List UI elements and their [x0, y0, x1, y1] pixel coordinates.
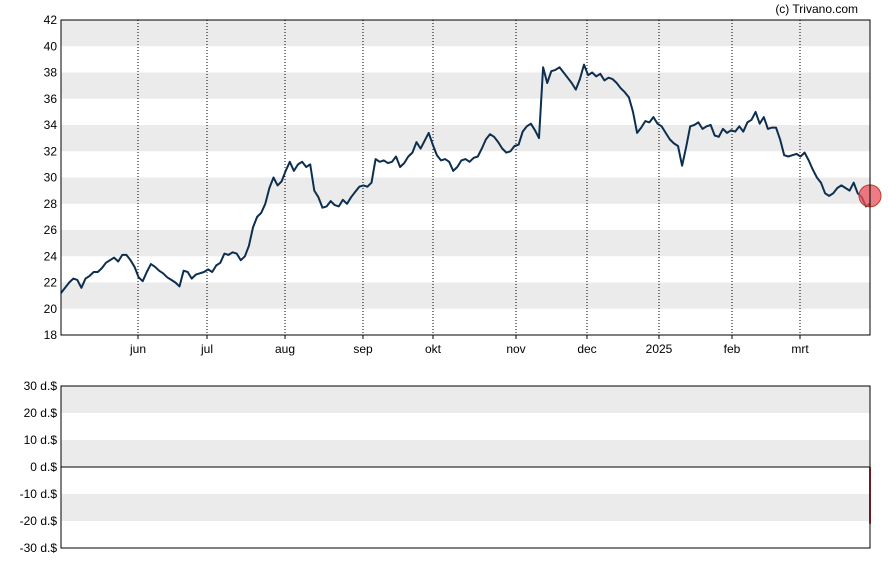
x-tick-label: jul	[200, 342, 213, 356]
x-tick-label: feb	[724, 342, 741, 356]
volume-band	[61, 440, 870, 467]
volume-band	[61, 494, 870, 521]
price-y-tick-label: 22	[44, 276, 58, 290]
price-band	[61, 125, 870, 152]
x-tick-label: dec	[577, 342, 596, 356]
price-band	[61, 230, 870, 257]
x-tick-label: mrt	[791, 342, 809, 356]
price-band	[61, 177, 870, 204]
volume-band	[61, 386, 870, 413]
price-y-tick-label: 24	[44, 249, 58, 263]
panel-frames	[60, 19, 871, 549]
price-y-tick-label: 30	[44, 171, 58, 185]
x-tick-label: 2025	[646, 342, 673, 356]
price-y-tick-label: 26	[44, 223, 58, 237]
volume-panel-frame	[60, 385, 871, 549]
price-y-tick-label: 18	[44, 328, 58, 342]
credit-label: (c) Trivano.com	[775, 2, 858, 16]
price-y-tick-label: 42	[44, 13, 58, 27]
x-tick-label: sep	[353, 342, 373, 356]
price-y-tick-label: 28	[44, 197, 58, 211]
price-band	[61, 282, 870, 309]
x-axis: jun jul aug sep okt nov dec 2025 feb mrt	[129, 335, 809, 356]
volume-y-tick-label: 20 d.$	[24, 406, 58, 420]
volume-y-tick-label: 10 d.$	[24, 433, 58, 447]
volume-y-axis: 30 d.$ 20 d.$ 10 d.$ 0 d.$ -10 d.$ -20 d.$ -30…	[20, 379, 58, 555]
volume-y-tick-label: -20 d.$	[20, 514, 58, 528]
x-tick-label: jun	[129, 342, 146, 356]
price-panel-frame	[60, 19, 871, 336]
price-band	[61, 20, 870, 47]
price-y-tick-label: 40	[44, 39, 58, 53]
volume-panel-bands	[61, 386, 870, 521]
price-panel-bands	[61, 20, 870, 309]
price-y-axis: 18 20 22 24 26 28 30 32 34 36 38 40 42	[44, 13, 58, 342]
price-line	[60, 63, 871, 294]
volume-y-tick-label: 30 d.$	[24, 379, 58, 393]
volume-y-tick-label: -30 d.$	[20, 541, 58, 555]
volume-y-tick-label: -10 d.$	[20, 487, 58, 501]
x-tick-label: nov	[506, 342, 525, 356]
price-y-tick-label: 34	[44, 118, 58, 132]
x-tick-label: okt	[425, 342, 442, 356]
x-tick-label: aug	[275, 342, 295, 356]
price-band	[61, 72, 870, 99]
price-y-tick-label: 38	[44, 66, 58, 80]
price-y-tick-label: 36	[44, 92, 58, 106]
price-y-tick-label: 20	[44, 302, 58, 316]
volume-y-tick-label: 0 d.$	[30, 460, 57, 474]
price-y-tick-label: 32	[44, 144, 58, 158]
